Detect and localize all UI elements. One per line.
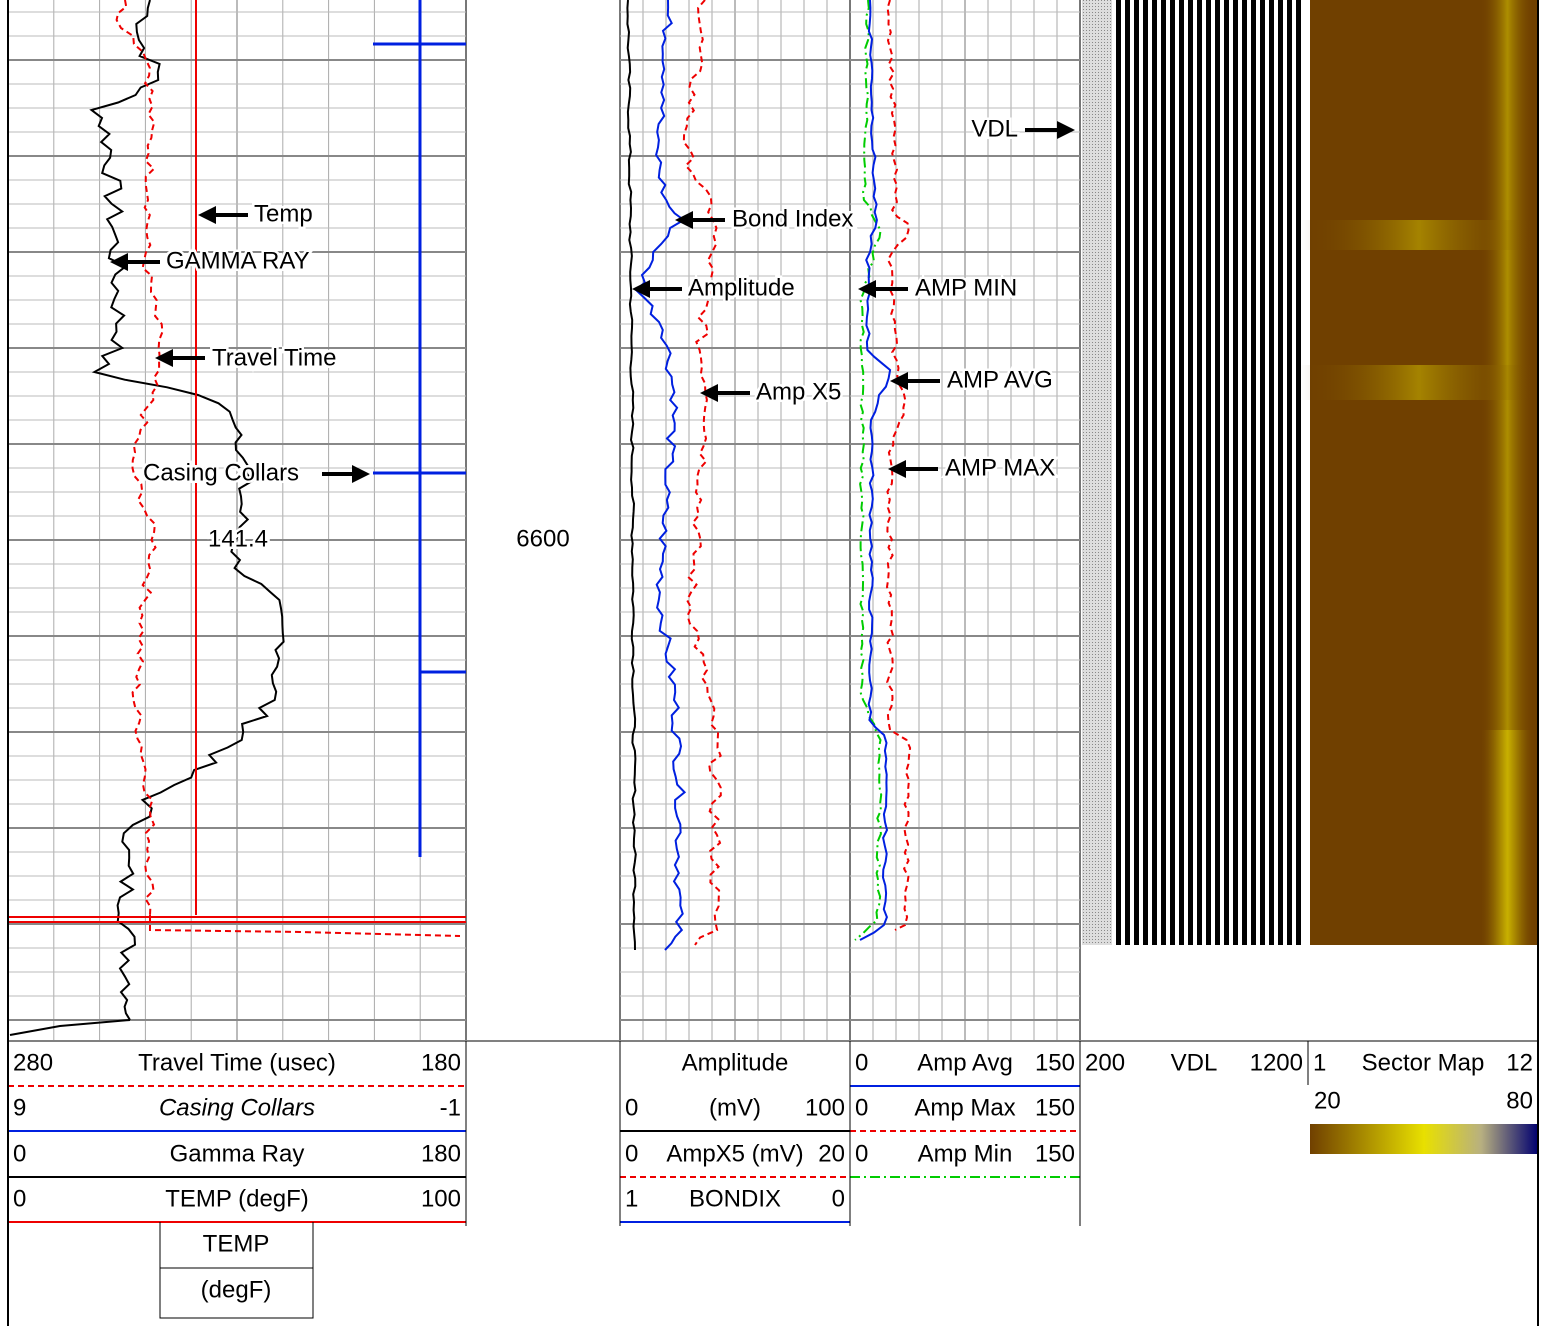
bond-index-curve	[634, 0, 687, 951]
arrow-head	[155, 349, 173, 367]
header-right: 150	[1035, 1049, 1075, 1076]
header-right: 100	[421, 1185, 461, 1212]
header-right: 20	[818, 1140, 845, 1167]
header-name: Travel Time (usec)	[138, 1049, 336, 1076]
label: Casing Collars	[143, 459, 299, 486]
header-left: 0	[855, 1140, 868, 1167]
label: AMP AVG	[947, 366, 1053, 393]
sector-band	[1300, 365, 1538, 400]
curves	[9, 0, 912, 1036]
header-name: Amp Max	[914, 1094, 1015, 1121]
header-right: 12	[1506, 1049, 1533, 1076]
arrow-head	[352, 465, 370, 483]
amp-min-curve	[854, 0, 883, 941]
sector-band	[1300, 220, 1538, 250]
sector-band	[1480, 730, 1535, 945]
header-name: (mV)	[709, 1094, 761, 1121]
header-name: Casing Collars	[159, 1094, 315, 1121]
header-name: Amplitude	[682, 1049, 789, 1076]
header-name: TEMP (degF)	[165, 1185, 309, 1212]
color-scale	[1310, 1124, 1538, 1154]
header-left: 0	[13, 1185, 26, 1212]
casing-collars	[373, 0, 466, 857]
arrow-head	[888, 460, 906, 478]
arrow-head	[632, 280, 650, 298]
label: Bond Index	[732, 205, 853, 232]
header-name: Sector Map	[1362, 1049, 1485, 1076]
header-box-text: (degF)	[201, 1276, 272, 1303]
gamma-ray-curve	[89, 0, 285, 1021]
header-name: Amp Avg	[917, 1049, 1013, 1076]
arrow-head	[1057, 121, 1075, 139]
header-right: -1	[440, 1094, 461, 1121]
header-name: Amp Min	[918, 1140, 1013, 1167]
vdl-gray	[1082, 0, 1112, 945]
arrow-head	[675, 211, 693, 229]
label: Amp X5	[756, 378, 841, 405]
header-left: 0	[625, 1140, 638, 1167]
header-left: 1	[625, 1185, 638, 1212]
travel-time-curve	[149, 915, 461, 937]
label: GAMMA RAY	[166, 247, 310, 274]
header-right: 1200	[1250, 1049, 1303, 1076]
gamma-ray-curve	[9, 1019, 131, 1036]
depth-label: 6600	[516, 525, 569, 552]
header-name: VDL	[1171, 1049, 1218, 1076]
arrow-head	[110, 253, 128, 271]
label: Temp	[254, 200, 313, 227]
header-box	[159, 1222, 314, 1319]
label: 141.4	[208, 525, 268, 552]
arrows	[110, 121, 1075, 483]
header-left: 0	[855, 1049, 868, 1076]
amplitude-curve	[626, 0, 637, 951]
header-high: 80	[1506, 1087, 1533, 1114]
header-box-text: TEMP	[203, 1230, 270, 1257]
label: AMP MIN	[915, 274, 1017, 301]
header-low: 20	[1314, 1087, 1341, 1114]
header-name: AmpX5 (mV)	[666, 1140, 803, 1167]
vdl-stripes	[1112, 0, 1305, 945]
arrow-head	[198, 206, 216, 224]
header-right: 180	[421, 1140, 461, 1167]
header-left: 0	[13, 1140, 26, 1167]
amp-max-curve	[885, 0, 912, 931]
header-left: 9	[13, 1094, 26, 1121]
header-right: 150	[1035, 1094, 1075, 1121]
label: Amplitude	[688, 274, 795, 301]
header-right: 100	[805, 1094, 845, 1121]
header-name: Gamma Ray	[170, 1140, 305, 1167]
header-name: BONDIX	[689, 1185, 781, 1212]
arrow-head	[890, 372, 908, 390]
header-left: 0	[625, 1094, 638, 1121]
header-right: 150	[1035, 1140, 1075, 1167]
arrow-head	[700, 384, 718, 402]
label: AMP MAX	[945, 454, 1055, 481]
header-right: 180	[421, 1049, 461, 1076]
label: Travel Time	[212, 344, 336, 371]
arrow-head	[858, 280, 876, 298]
header-right: 0	[832, 1185, 845, 1212]
header-left: 200	[1085, 1049, 1125, 1076]
header-left: 0	[855, 1094, 868, 1121]
grid	[7, 0, 1081, 1040]
amp-x5-curve	[682, 0, 722, 946]
header-left: 280	[13, 1049, 53, 1076]
travel-time-curve	[115, 0, 164, 916]
header-left: 1	[1313, 1049, 1326, 1076]
label: VDL	[971, 115, 1018, 142]
amp-avg-curve	[859, 0, 892, 941]
